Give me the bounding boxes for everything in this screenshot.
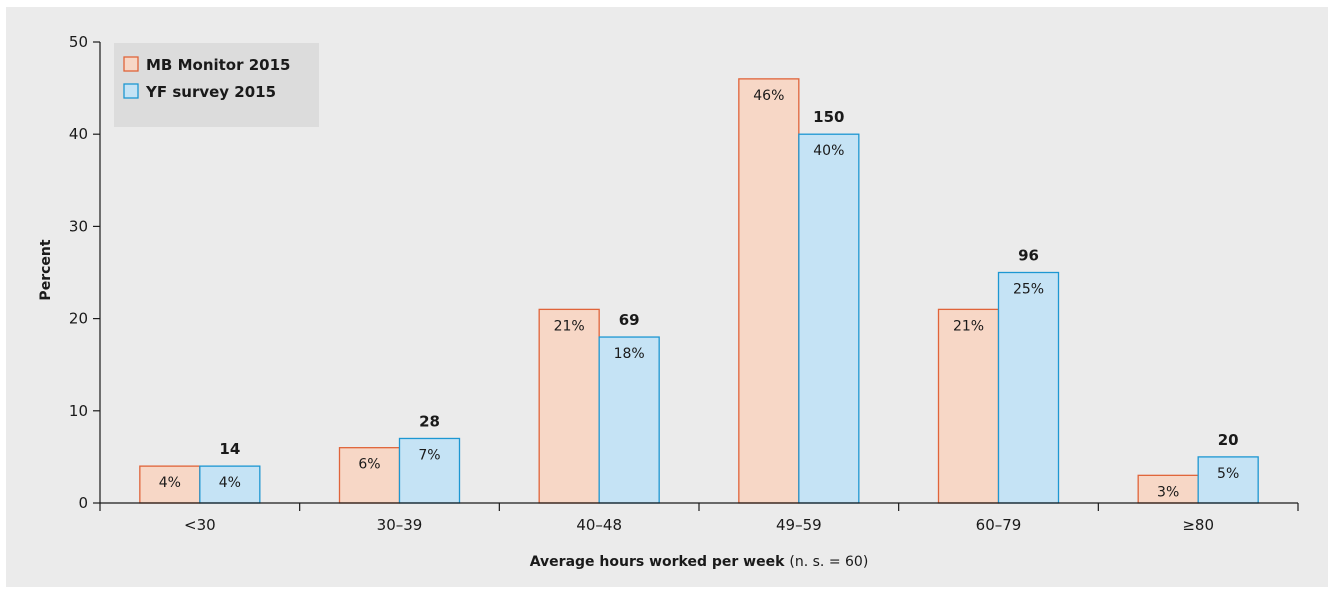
y-tick-label: 20 [69, 310, 88, 328]
bar-mb-monitor [1137, 474, 1199, 504]
bar-value-label: 6% [358, 457, 380, 473]
x-tick-label: 40–48 [576, 516, 622, 534]
y-tick-label: 30 [69, 217, 88, 235]
legend-box [114, 43, 319, 127]
legend-swatch [123, 83, 139, 99]
bar-value-label: 21% [554, 318, 585, 334]
bar-value-label: 4% [159, 475, 181, 491]
bar-yf-survey [798, 133, 860, 504]
x-axis-title: Average hours worked per week (n. s. = 60… [530, 554, 869, 570]
bar-mb-monitor [538, 308, 600, 504]
y-tick-label: 10 [69, 402, 88, 420]
count-label: 96 [1018, 247, 1039, 265]
bar-yf-survey [398, 437, 461, 504]
count-label: 14 [219, 440, 240, 458]
axes-layer: 0 10 20 30 40 50 <30 30–39 40–48 49–59 60–79 ≥80 [69, 33, 1299, 534]
x-tick-label: 49–59 [776, 516, 822, 534]
bar-value-label: 5% [1217, 466, 1239, 482]
bar-value-label: 4% [219, 475, 241, 491]
legend-swatch [123, 56, 139, 72]
x-tick-label: <30 [184, 516, 216, 534]
y-tick-label: 40 [69, 125, 88, 143]
bar-yf-survey [199, 465, 261, 504]
bar-mb-monitor [139, 465, 201, 504]
count-label: 150 [813, 108, 844, 126]
bar-mb-monitor [338, 447, 401, 504]
count-label: 28 [419, 412, 440, 430]
x-tick-label: 30–39 [377, 516, 423, 534]
x-axis-title-note: (n. s. = 60) [789, 554, 868, 570]
bar-value-label: 46% [753, 88, 784, 104]
x-axis-title-main: Average hours worked per week [530, 554, 785, 570]
bar-yf-survey [997, 271, 1060, 504]
bar-value-label: 25% [1013, 282, 1044, 298]
bar-mb-monitor [937, 308, 1000, 504]
bar-value-label: 7% [418, 447, 440, 463]
y-axis-title: Percent [38, 239, 54, 300]
bars-layer: 4% 4% 14 6% 7% 28 21% 18% 69 46% 40% 150 21% 25% 96 3% 5… [139, 78, 1259, 504]
legend: MB Monitor 2015 YF survey 2015 [123, 56, 290, 101]
legend-label: YF survey 2015 [145, 83, 276, 101]
count-label: 20 [1218, 431, 1239, 449]
x-tick-label: ≥80 [1182, 516, 1214, 534]
y-tick-label: 50 [69, 33, 88, 51]
x-tick-label: 60–79 [976, 516, 1022, 534]
bar-yf-survey [598, 336, 660, 504]
bar-value-label: 21% [953, 318, 984, 334]
count-label: 69 [619, 311, 640, 329]
bar-value-label: 18% [614, 346, 645, 362]
bar-yf-survey [1197, 456, 1259, 504]
bar-mb-monitor [738, 78, 800, 504]
y-tick-label: 0 [78, 494, 88, 512]
bar-value-label: 3% [1157, 484, 1179, 500]
legend-label: MB Monitor 2015 [146, 56, 290, 74]
bar-value-label: 40% [813, 143, 844, 159]
